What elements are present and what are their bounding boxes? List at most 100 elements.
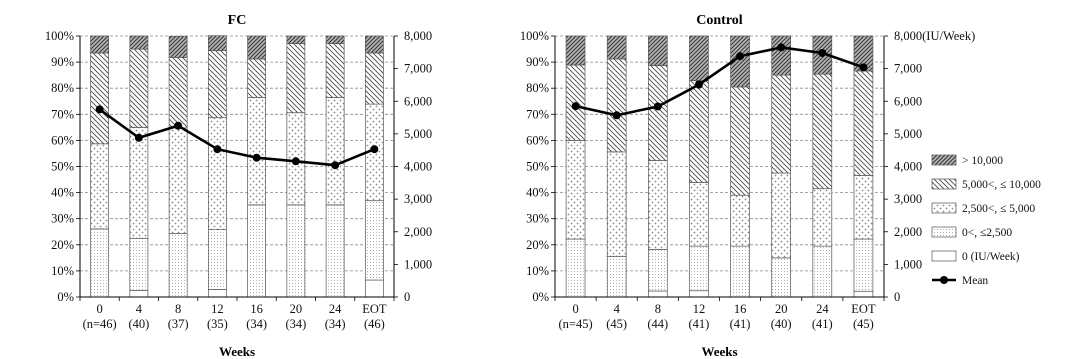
bar-segment-zero [207,289,227,298]
bar-segment-gt10000 [689,35,709,81]
bar-segment-gt10000 [207,35,227,51]
y2-tick-label: 1,000 [894,257,922,271]
bar-segment-zero [364,279,384,298]
x-category-n-label: (34) [325,317,346,331]
y2-tick-label: 2,000 [894,225,922,239]
bar-segment-le5000 [168,127,188,234]
mean-point [252,153,261,162]
y-tick-label: 20% [51,238,74,252]
y-tick-label: 20% [526,238,549,252]
legend-swatch-dots [931,202,957,214]
bar-segment-le5000 [129,126,149,239]
x-category-label: 4 [614,302,621,316]
mean-point [694,80,703,89]
bar-segment-le2500 [812,245,833,298]
y2-tick-label: 5,000 [894,127,922,141]
bar-segment-le5000 [247,96,267,206]
x-category-label: 20 [775,302,788,316]
bar-segment-le5000 [207,117,227,231]
mean-line [98,108,375,167]
mean-point [777,43,786,52]
legend: > 10,000 5,000<, ≤ 10,000 2,500<, ≤ 5,000 0… [931,154,1041,287]
bar-segment-gt10000 [168,35,188,58]
bar-segment-le5000 [730,194,750,247]
y-tick-label: 100% [45,29,74,43]
mean-line [575,46,864,117]
x-category-label: 20 [290,302,303,316]
bar-segment-le10000 [689,80,709,183]
mean-point [859,63,868,72]
legend-swatch-hatch [931,178,957,190]
legend-swatch-fine [931,226,957,238]
x-category-n-label: (41) [689,317,710,331]
bar-segment-gt10000 [606,35,627,60]
y2-tick-label: 1,000 [404,257,432,271]
fc-panel: FC 0% 10% 20% 30% 40% 50% 60% 70% 80% 90% 100% 0 1,00… [45,13,432,359]
bar-segment-le5000 [325,96,345,206]
bar-segment-le2500 [129,237,149,291]
bar-segment-le2500 [207,229,227,290]
y2-tick-label: 4,000 [894,160,922,174]
bar-segment-le10000 [730,86,750,196]
bar-segment-le5000 [565,140,586,240]
legend-mean-label: Mean [962,275,988,287]
bar-segment-le10000 [812,73,833,190]
x-category-label: 0 [97,302,103,316]
y-tick-label: 60% [51,133,74,147]
y2-tick-label: 4,000 [404,160,432,174]
x-category-label: 16 [734,302,747,316]
mean-point [736,52,745,61]
x-category-n-label: (40) [128,317,149,331]
x-category-n-label: (45) [606,317,627,331]
mean-point [174,121,183,130]
y-tick-label: 10% [526,264,549,278]
x-category-label: 0 [572,302,578,316]
bar-segment-gt10000 [129,35,149,50]
x-category-label: 24 [329,302,342,316]
y-tick-label: 40% [526,186,549,200]
bar-segment-le10000 [286,43,306,114]
bar-segment-zero [853,290,874,298]
x-category-label: 12 [693,302,706,316]
y-tick-label: 100% [520,29,549,43]
bar-segment-le10000 [207,50,227,119]
y2-tick-label: 2,000 [404,225,432,239]
x-category-label: 8 [655,302,661,316]
bar-segment-le10000 [129,48,149,128]
y2-tick-label: 6,000 [404,94,432,108]
bar-segment-le2500 [771,257,791,298]
bar-segment-le5000 [812,188,833,247]
mean-point [571,102,580,111]
y-tick-label: 10% [51,264,74,278]
x-category-n-label: (40) [771,317,792,331]
y2-tick-label: 0 [894,290,900,304]
bar-segment-zero [129,290,149,298]
x-category-n-label: (45) [853,317,874,331]
bar-segment-le2500 [325,204,345,298]
legend-swatch-white [931,250,957,262]
bar-segment-le2500 [90,228,110,298]
x-category-n-label: (41) [812,317,833,331]
bar-segment-gt10000 [364,35,384,54]
x-category-label: 24 [816,302,829,316]
bar-segment-zero [689,290,709,298]
x-category-label: EOT [851,302,876,316]
mean-point [370,145,379,154]
bar-segment-gt10000 [286,35,306,44]
legend-swatch-dense [931,154,957,166]
x-category-n-label: (34) [285,317,306,331]
bar-segment-zero [648,290,668,298]
bar-segment-le5000 [648,160,668,250]
x-category-label: 4 [136,302,143,316]
y-tick-label: 80% [526,81,549,95]
y2-tick-label: 3,000 [894,192,922,206]
x-category-n-label: (46) [364,317,385,331]
bar-segment-le5000 [853,175,874,240]
legend-label: 0 (IU/Week) [962,251,1020,263]
bar-segment-le2500 [648,249,668,292]
x-category-n-label: (37) [168,317,189,331]
y-tick-label: 40% [51,186,74,200]
bar-segment-le10000 [247,58,267,98]
mean-point [213,145,222,154]
